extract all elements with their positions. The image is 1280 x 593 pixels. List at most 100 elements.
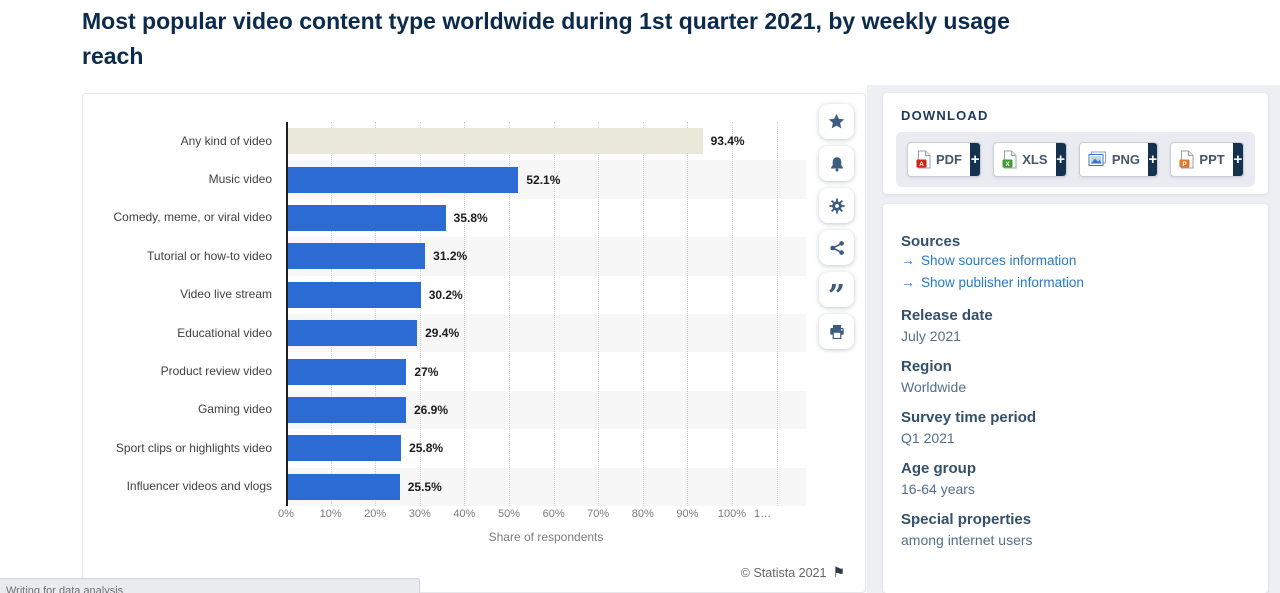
download-pdf-plus-button[interactable]: +	[970, 143, 981, 176]
chart-row: Gaming video 26.9%	[83, 390, 806, 430]
info-field-value: 16-64 years	[901, 481, 975, 497]
bar[interactable]	[286, 473, 400, 500]
page-title-line1: Most popular video content type worldwid…	[82, 8, 1010, 34]
source-link-1[interactable]: → Show publisher information	[901, 272, 1250, 294]
svg-text:X: X	[1006, 161, 1011, 168]
chart-row: Product review video 27%	[83, 352, 806, 390]
info-field: Age group 16-64 years	[901, 460, 1250, 497]
source-link-label: Show publisher information	[921, 274, 1084, 290]
chart-row: Influencer videos and vlogs 25.5%	[83, 467, 806, 506]
download-pdf-button[interactable]: A PDF +	[907, 142, 982, 177]
x-tick-label: 10%	[319, 508, 342, 520]
browser-status-tooltip: Writing for data analysis	[0, 578, 420, 593]
info-field-value: July 2021	[901, 328, 961, 344]
category-label: Sport clips or highlights video	[115, 440, 272, 455]
x-axis-title: Share of respondents	[488, 530, 604, 544]
print-button[interactable]	[819, 314, 854, 349]
bar[interactable]	[286, 204, 446, 231]
favorite-star-button[interactable]	[819, 104, 854, 139]
category-label: Product review video	[160, 363, 272, 378]
bar[interactable]	[286, 128, 703, 155]
download-ppt-plus-button[interactable]: +	[1232, 143, 1244, 176]
x-axis-ticks: 0% 10% 20% 30% 40% 50% 60% 70% 80% 90% 100% 1…	[83, 508, 806, 522]
bar-area: 27%	[286, 352, 806, 390]
bar[interactable]	[286, 166, 519, 193]
info-field-value: Q1 2021	[901, 430, 955, 446]
alert-bell-button[interactable]	[819, 146, 854, 181]
settings-gear-icon	[828, 197, 845, 214]
favorite-star-icon	[828, 113, 845, 130]
alert-bell-icon	[829, 156, 845, 172]
x-tick-label: 30%	[408, 508, 431, 520]
category-label: Educational video	[177, 325, 272, 340]
svg-text:P: P	[1183, 161, 1188, 168]
download-png-plus-button[interactable]: +	[1148, 143, 1158, 176]
chart-rows: Any kind of video 93.4% Music video 52.1% Co…	[83, 122, 806, 506]
arrow-right-icon: →	[901, 252, 915, 268]
value-label: 93.4%	[710, 134, 745, 149]
bar[interactable]	[286, 320, 418, 347]
info-field-label: Special properties	[901, 511, 1032, 528]
bar[interactable]	[286, 358, 407, 385]
download-card: DOWNLOAD A PDF + X XLS + PNG + P PPT +	[883, 93, 1268, 194]
citation-quote-icon: ”	[827, 278, 846, 314]
share-button[interactable]	[819, 230, 854, 265]
value-label: 52.1%	[526, 172, 561, 187]
arrow-right-icon: →	[901, 273, 915, 290]
info-field-label: Age group	[901, 460, 976, 477]
bar[interactable]	[286, 243, 426, 270]
category-label: Tutorial or how-to video	[147, 248, 272, 263]
svg-text:A: A	[919, 161, 924, 168]
download-ppt-label: PPT	[1199, 152, 1225, 167]
report-flag-icon[interactable]: ⚑	[832, 564, 845, 580]
chart-row: Any kind of video 93.4%	[83, 122, 806, 160]
download-png-button[interactable]: PNG +	[1078, 142, 1159, 177]
sources-heading: Sources	[901, 233, 961, 250]
download-xls-button[interactable]: X XLS +	[993, 142, 1067, 177]
source-link-0[interactable]: → Show sources information	[901, 250, 1250, 272]
settings-gear-button[interactable]	[819, 188, 854, 223]
value-label: 25.8%	[409, 441, 444, 456]
download-png-label: PNG	[1111, 152, 1140, 167]
chart-row: Video live stream 30.2%	[83, 276, 806, 314]
x-tick-label: 60%	[542, 508, 565, 520]
chart-row: Comedy, meme, or viral video 35.8%	[83, 199, 806, 237]
value-label: 25.5%	[407, 479, 442, 494]
chart-plot-area: Any kind of video 93.4% Music video 52.1% Co…	[83, 94, 865, 592]
info-field-label: Survey time period	[901, 409, 1037, 426]
download-xls-label: XLS	[1022, 152, 1048, 167]
bar-area: 35.8%	[286, 199, 806, 237]
download-xls-plus-button[interactable]: +	[1055, 143, 1066, 176]
chart-row: Tutorial or how-to video 31.2%	[83, 237, 806, 276]
info-field-value: Worldwide	[901, 379, 967, 395]
bar-area: 52.1%	[286, 160, 806, 199]
download-button-strip: A PDF + X XLS + PNG + P PPT +	[896, 132, 1255, 187]
info-field-label: Release date	[901, 307, 993, 324]
category-label: Influencer videos and vlogs	[126, 479, 272, 494]
category-label: Music video	[208, 171, 272, 186]
category-label: Gaming video	[197, 402, 272, 417]
chart-row: Music video 52.1%	[83, 160, 806, 199]
x-tick-label: 0%	[278, 508, 294, 520]
bar[interactable]	[286, 435, 402, 462]
print-icon	[829, 324, 845, 340]
page-title: Most popular video content type worldwid…	[82, 4, 1212, 74]
citation-quote-button[interactable]: ”	[819, 272, 854, 314]
x-tick-label: 20%	[364, 508, 387, 520]
bar[interactable]	[286, 396, 406, 423]
ppt-file-icon: P	[1179, 150, 1194, 169]
bar[interactable]	[286, 281, 421, 308]
xls-file-icon: X	[1002, 150, 1017, 169]
y-axis-line	[286, 122, 288, 506]
bar-area: 25.8%	[286, 429, 806, 467]
info-fields: Release date July 2021 Region Worldwide Surv…	[901, 307, 1250, 548]
category-label: Any kind of video	[180, 133, 272, 148]
value-label: 35.8%	[453, 210, 488, 225]
chart-toolbar: ”	[819, 104, 854, 349]
source-links: → Show sources information → Show publisher…	[901, 250, 1250, 293]
x-tick-label: 80%	[631, 508, 654, 520]
chart-row: Educational video 29.4%	[83, 313, 806, 353]
x-tick-label: 50%	[497, 508, 521, 520]
download-ppt-button[interactable]: P PPT +	[1170, 142, 1245, 177]
x-tick-label: 70%	[587, 508, 610, 520]
